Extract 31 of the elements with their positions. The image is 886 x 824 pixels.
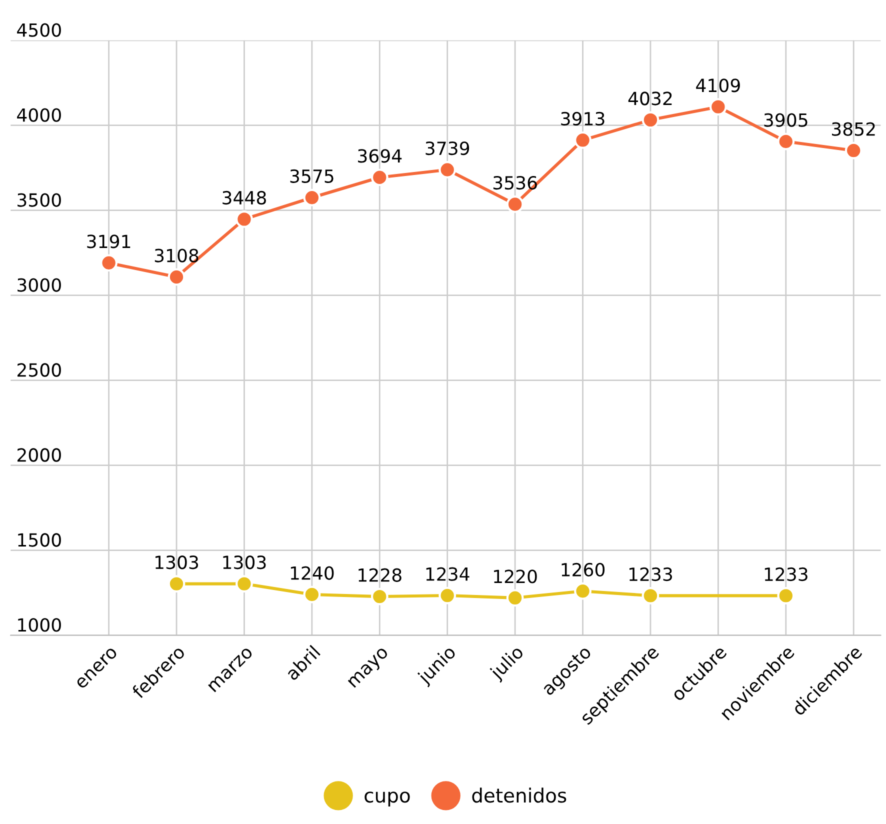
- y-tick-label: 3000: [18, 278, 61, 292]
- data-label: 1233: [629, 567, 672, 582]
- data-label: 1260: [562, 562, 605, 576]
- data-label: 3108: [154, 248, 198, 262]
- data-label: 1220: [494, 570, 537, 584]
- y-tick-label: 4000: [17, 108, 61, 122]
- data-label: 3536: [493, 176, 537, 190]
- data-label: 1228: [358, 568, 402, 582]
- data-label: 1303: [223, 556, 266, 570]
- data-label: 3913: [561, 112, 604, 126]
- data-label: 1233: [764, 567, 808, 582]
- data-label: 1234: [426, 567, 470, 581]
- y-tick-label: 3500: [18, 193, 61, 207]
- data-label: 3739: [426, 141, 470, 156]
- data-label: 3191: [87, 234, 130, 248]
- legend-label: detenidos: [472, 788, 566, 803]
- legend-label: cupo: [364, 792, 410, 806]
- data-label: 4032: [628, 92, 672, 106]
- data-label: 1303: [156, 556, 198, 570]
- data-label: 3694: [358, 149, 402, 163]
- data-label: 3448: [222, 190, 266, 205]
- data-label: 4109: [696, 78, 740, 92]
- data-label: 3905: [764, 113, 808, 127]
- y-tick-label: 4500: [17, 23, 61, 37]
- y-tick-label: 1000: [18, 618, 61, 632]
- data-label: 1240: [290, 566, 334, 580]
- y-tick-label: 2000: [18, 448, 61, 462]
- y-tick-label: 1500: [18, 533, 61, 547]
- data-label: 3575: [290, 169, 334, 183]
- y-tick-label: 2500: [18, 363, 61, 377]
- data-label: 3852: [832, 122, 875, 136]
